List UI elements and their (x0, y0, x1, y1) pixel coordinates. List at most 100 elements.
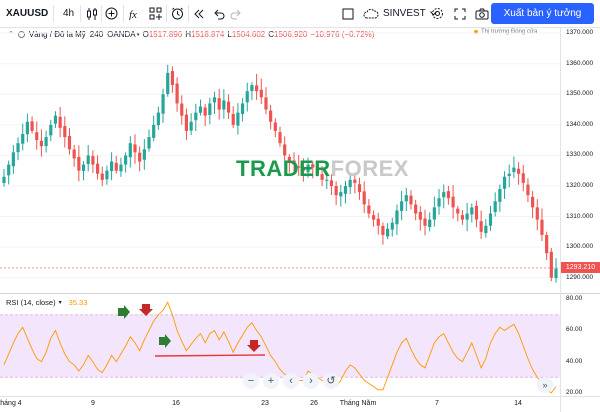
candle-body (189, 121, 193, 131)
candle-body (414, 204, 418, 214)
fullscreen-icon[interactable] (454, 0, 466, 27)
legend-high-label: H (185, 29, 192, 39)
symbol-search[interactable]: XAUUSD (6, 8, 49, 19)
camera-snapshot-icon[interactable] (475, 0, 489, 27)
scroll-to-realtime-button[interactable]: » (537, 377, 553, 393)
candle-body (161, 94, 165, 114)
candles-icon[interactable] (86, 0, 98, 27)
candle-body (283, 144, 287, 156)
candle-body (16, 143, 20, 153)
candle-body (521, 173, 525, 183)
candle-body (329, 180, 334, 186)
candle-body (124, 155, 128, 165)
candle-body (498, 189, 502, 202)
collapse-icon[interactable]: ⌃ (8, 31, 14, 38)
zoom-out-button[interactable]: − (243, 373, 259, 389)
rsi-value: 35.33 (68, 298, 88, 307)
price-axis-label: 1350.000 (566, 90, 594, 98)
rsi-axis-label: 60.00 (566, 326, 583, 334)
legend-change: −10.976 (−0.72%) (310, 29, 375, 39)
candle-body (287, 156, 291, 162)
candle-body (409, 195, 413, 205)
candle-body (549, 251, 553, 278)
chevron-down-icon[interactable]: ▾ (136, 31, 140, 38)
scroll-left-button[interactable]: ‹ (283, 373, 299, 389)
candle-body (156, 112, 160, 126)
price-axis-label: 1370.000 (566, 29, 594, 37)
candle-body (371, 215, 376, 220)
legend-low: 1504.602 (231, 29, 266, 39)
candle-body (479, 221, 483, 232)
price-axis-label: 1360.000 (566, 59, 594, 67)
candle-body (180, 103, 184, 116)
candle-body (507, 173, 511, 177)
scroll-right-button[interactable]: › (303, 373, 319, 389)
price-axis-label: 1330.000 (566, 151, 594, 159)
axis-corner (560, 396, 600, 412)
chevron-down-icon[interactable]: ▾ (58, 300, 62, 306)
redo-icon[interactable] (230, 0, 242, 27)
candle-body (194, 112, 198, 121)
indicators-icon[interactable]: fx (129, 0, 143, 27)
price-axis-label: 1310.000 (566, 212, 594, 220)
toolbar-divider (101, 5, 102, 22)
rsi-pane[interactable] (0, 293, 560, 396)
svg-text:fx: fx (129, 9, 137, 20)
compare-add-icon[interactable] (105, 0, 118, 27)
candle-body (446, 191, 451, 199)
candle-body (86, 155, 90, 165)
candle-body (540, 219, 544, 235)
replay-icon[interactable] (193, 0, 205, 27)
candle-body (484, 225, 488, 234)
zoom-controls: − + ‹ › ↺ (243, 373, 339, 389)
candle-body (357, 184, 362, 193)
candle-body (67, 135, 72, 150)
templates-icon[interactable] (149, 0, 163, 27)
layout-square-icon[interactable] (342, 0, 354, 27)
publish-idea-button[interactable]: Xuất bản ý tưởng (491, 3, 594, 24)
candle-body (512, 167, 516, 173)
candle-body (381, 225, 385, 235)
pane-divider[interactable] (0, 293, 600, 294)
candle-body (170, 71, 175, 86)
rsi-line (3, 301, 557, 394)
reset-chart-button[interactable]: ↺ (323, 373, 339, 389)
time-axis-label: Tháng Năm (339, 400, 377, 407)
settings-gear-icon[interactable] (431, 0, 444, 27)
price-scale[interactable]: 1370.000 1360.000 1350.000 1340.000 1330.000… (560, 27, 600, 293)
candle-body (362, 191, 366, 205)
rsi-scale[interactable]: 80.00 60.00 40.00 20.00 (560, 293, 600, 396)
toolbar-divider (188, 5, 189, 22)
candle-body (212, 97, 217, 103)
time-axis-label: 14 (514, 400, 522, 407)
candle-body (264, 97, 268, 110)
legend-low-label: L (227, 29, 232, 39)
candle-body (217, 98, 221, 110)
undo-icon[interactable] (213, 0, 225, 27)
legend-open: 1517.896 (148, 29, 183, 39)
candle-body (306, 164, 310, 173)
candle-body (465, 213, 469, 220)
candle-body (198, 106, 203, 113)
candle-body (428, 219, 432, 228)
market-status-text: Thị trường Đóng cửa (481, 29, 538, 35)
candle-body (535, 207, 539, 220)
candle-body (138, 152, 142, 162)
candle-body (208, 103, 212, 115)
broker-selector[interactable]: SINVEST (363, 0, 437, 27)
time-axis[interactable]: tháng 4 9 16 23 26 Tháng Năm 7 14 (0, 396, 560, 412)
candle-body (437, 198, 441, 207)
zoom-in-button[interactable]: + (263, 373, 279, 389)
candle-body (21, 134, 25, 144)
candle-body (142, 149, 146, 160)
candle-body (255, 85, 259, 92)
candle-body (109, 161, 114, 171)
candle-body (30, 121, 34, 131)
price-chart[interactable] (0, 27, 560, 293)
candle-body (35, 132, 39, 141)
interval-selector[interactable]: 4h (63, 8, 75, 19)
price-axis-label: 1290.000 (566, 273, 594, 281)
candle-body (250, 85, 254, 92)
alert-clock-icon[interactable] (171, 0, 184, 27)
time-axis-label: 9 (91, 400, 95, 407)
